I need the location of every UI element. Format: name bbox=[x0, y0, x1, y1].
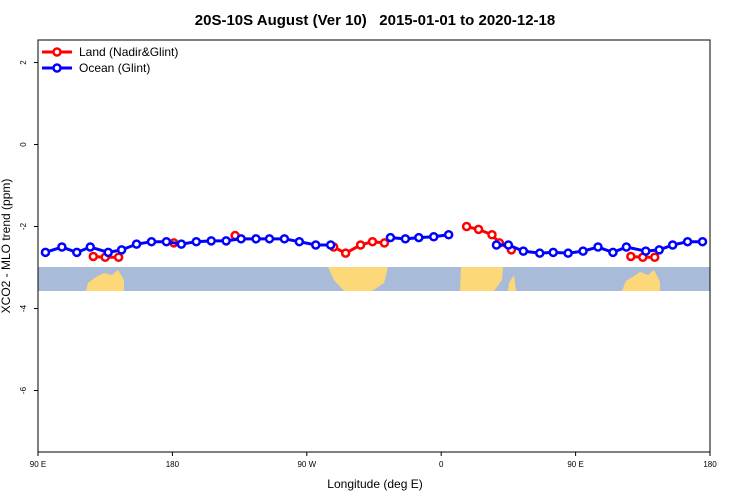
data-point bbox=[654, 245, 664, 255]
y-tick-label: -2 bbox=[19, 222, 28, 230]
data-point bbox=[535, 248, 545, 258]
legend-marker bbox=[52, 63, 62, 73]
data-point bbox=[236, 234, 246, 244]
data-point bbox=[649, 252, 660, 263]
data-point bbox=[146, 236, 157, 247]
data-point bbox=[518, 246, 529, 256]
plot-frame bbox=[37, 39, 711, 453]
x-axis-label: Longitude (deg E) bbox=[327, 477, 422, 491]
data-point bbox=[161, 236, 172, 247]
land-shape bbox=[328, 267, 388, 291]
data-point bbox=[57, 242, 67, 252]
data-point bbox=[176, 239, 187, 249]
data-point bbox=[385, 232, 396, 243]
y-tick-label: 2 bbox=[19, 60, 28, 65]
data-point bbox=[379, 238, 390, 248]
data-point bbox=[340, 248, 351, 258]
x-tick-label: 0 bbox=[439, 460, 444, 469]
x-tick-label: 90 E bbox=[30, 460, 46, 469]
data-point bbox=[72, 247, 82, 258]
data-point bbox=[325, 240, 336, 250]
data-point bbox=[697, 236, 708, 247]
data-point bbox=[563, 248, 573, 258]
map-strip bbox=[38, 267, 710, 291]
data-point bbox=[367, 236, 378, 247]
data-point bbox=[206, 236, 216, 246]
data-point bbox=[414, 232, 424, 243]
data-point bbox=[311, 240, 321, 250]
land-shape bbox=[622, 270, 660, 291]
data-point bbox=[279, 234, 290, 244]
data-point bbox=[131, 239, 142, 249]
data-point bbox=[641, 246, 651, 256]
land-shape bbox=[460, 267, 503, 291]
x-tick-label: 180 bbox=[703, 460, 717, 469]
data-point bbox=[626, 251, 636, 262]
data-point bbox=[428, 232, 439, 242]
data-point bbox=[85, 242, 96, 252]
data-point bbox=[461, 221, 472, 232]
y-tick-label: -4 bbox=[19, 304, 28, 312]
data-point bbox=[621, 242, 632, 252]
data-point bbox=[251, 234, 261, 244]
data-point bbox=[88, 251, 99, 262]
land-shape bbox=[86, 270, 124, 291]
data-point bbox=[400, 234, 411, 244]
data-point bbox=[355, 240, 366, 250]
data-point bbox=[667, 240, 678, 250]
data-point bbox=[473, 224, 484, 235]
legend-marker bbox=[52, 47, 62, 57]
data-point bbox=[578, 246, 588, 256]
data-point bbox=[593, 242, 603, 252]
data-point bbox=[40, 247, 51, 258]
data-point bbox=[191, 236, 202, 247]
y-axis-label: XCO2 - MLO trend (ppm) bbox=[0, 179, 13, 314]
data-point bbox=[548, 247, 558, 258]
land-shape bbox=[508, 275, 516, 291]
data-point bbox=[487, 229, 497, 240]
y-tick-label: -6 bbox=[19, 386, 28, 394]
data-point bbox=[608, 247, 618, 258]
chart-title: 20S-10S August (Ver 10) 2015-01-01 to 20… bbox=[195, 12, 555, 29]
data-point bbox=[294, 236, 305, 247]
data-point bbox=[443, 229, 454, 240]
data-point bbox=[503, 240, 514, 250]
data-point bbox=[113, 252, 124, 263]
x-tick-label: 180 bbox=[166, 460, 180, 469]
data-point bbox=[682, 236, 693, 247]
x-tick-label: 90 W bbox=[297, 460, 316, 469]
x-tick-label: 90 E bbox=[567, 460, 583, 469]
data-point bbox=[221, 236, 231, 246]
data-point bbox=[491, 240, 502, 250]
data-point bbox=[116, 245, 127, 255]
y-tick-label: 0 bbox=[19, 142, 28, 147]
legend-label: Ocean (Glint) bbox=[79, 61, 150, 75]
data-point bbox=[103, 247, 113, 258]
legend-label: Land (Nadir&Glint) bbox=[79, 45, 178, 59]
data-point bbox=[264, 234, 275, 244]
